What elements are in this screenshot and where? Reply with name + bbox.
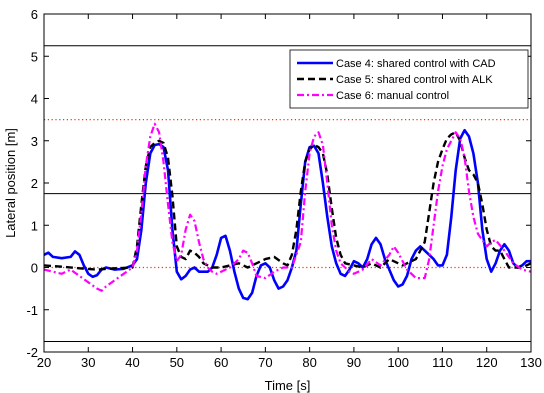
y-tick-label: 2 <box>31 176 38 191</box>
legend-box <box>289 49 529 109</box>
x-tick-label: 70 <box>258 355 272 370</box>
x-tick-label: 100 <box>387 355 409 370</box>
legend-label-case-5: Case 5: shared control with ALK <box>336 74 493 86</box>
x-tick-label: 60 <box>214 355 228 370</box>
x-tick-label: 80 <box>302 355 316 370</box>
x-tick-label: 110 <box>432 355 453 370</box>
x-tick-label: 50 <box>170 355 184 370</box>
series-lines <box>43 122 532 301</box>
x-tick-label: 130 <box>520 355 542 370</box>
y-tick-label: 3 <box>31 134 38 149</box>
series-line-case-6 <box>43 122 532 292</box>
x-tick-label: 30 <box>81 355 95 370</box>
y-tick-label: 4 <box>31 92 38 107</box>
x-tick-label: 120 <box>476 355 498 370</box>
y-tick-label: 1 <box>31 218 38 233</box>
y-tick-label: 0 <box>31 261 38 276</box>
x-tick-label: 20 <box>37 355 51 370</box>
axis-ticks <box>43 13 532 353</box>
y-tick-label: -1 <box>26 303 38 318</box>
y-axis-label: Lateral position [m] <box>3 128 18 238</box>
y-tick-label: 6 <box>31 7 38 22</box>
y-tick-label: 5 <box>31 49 38 64</box>
legend-label-case-4: Case 4: shared control with CAD <box>336 58 496 70</box>
y-tick-label: -2 <box>26 345 38 360</box>
series-line-case-5 <box>43 131 532 271</box>
legend: Case 4: shared control with CAD Case 5: s… <box>289 49 529 109</box>
x-axis-label: Time [s] <box>265 378 311 393</box>
series-line-case-4 <box>43 128 531 301</box>
tick-labels: 20 30 40 50 60 70 80 90 100 110 120 130 -2 -1 0 1 2 3 4 5 6 <box>26 7 541 370</box>
legend-label-case-6: Case 6: manual control <box>336 90 449 102</box>
x-tick-label: 90 <box>347 355 361 370</box>
x-tick-label: 40 <box>125 355 139 370</box>
